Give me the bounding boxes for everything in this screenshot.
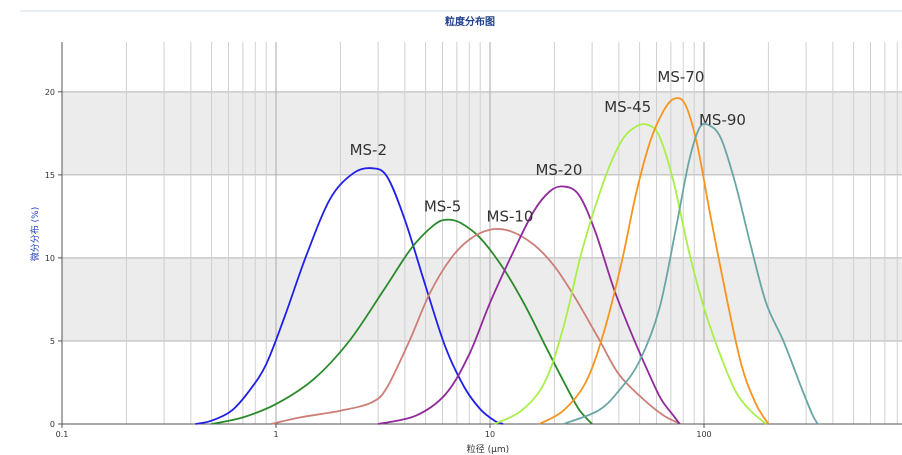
x-axis-label: 粒径 (μm)	[467, 443, 509, 455]
x-tick-label: 100	[696, 430, 711, 439]
y-tick-label: 20	[45, 88, 55, 97]
series-labels: MS-2 MS-5 MS-10 MS-20 MS-45 MS-70 MS-90	[350, 68, 746, 226]
y-tick-label: 0	[50, 420, 55, 429]
series-label-ms-20: MS-20	[535, 161, 582, 179]
series-line-ms-70	[538, 97, 770, 425]
chart-title: 粒度分布图	[445, 15, 495, 28]
series-line-ms-20	[377, 185, 681, 425]
series-label-ms-70: MS-70	[657, 68, 704, 86]
series-line-ms-2	[195, 167, 504, 425]
shaded-bands	[62, 91, 902, 341]
band	[62, 257, 902, 341]
series-label-ms-5: MS-5	[424, 197, 461, 215]
x-tick-label: 1	[273, 430, 278, 439]
series-line-ms-5	[211, 218, 593, 425]
series-line-ms-10	[271, 228, 682, 425]
band	[62, 91, 902, 175]
series-label-ms-45: MS-45	[604, 98, 651, 116]
series-line-ms-45	[494, 123, 767, 425]
x-tick-label: 10	[485, 430, 495, 439]
y-tick-label: 5	[50, 337, 55, 346]
series-label-ms-2: MS-2	[350, 141, 387, 159]
y-axis-label: 微分分布 (%)	[29, 207, 41, 261]
series-lines	[195, 97, 819, 425]
grid-lines	[62, 42, 902, 424]
y-tick-label: 15	[45, 171, 55, 180]
x-tick-label: 0.1	[56, 430, 69, 439]
series-line-ms-90	[562, 122, 819, 425]
series-label-ms-10: MS-10	[487, 207, 534, 225]
y-tick-label: 10	[45, 254, 55, 263]
series-label-ms-90: MS-90	[699, 111, 746, 129]
